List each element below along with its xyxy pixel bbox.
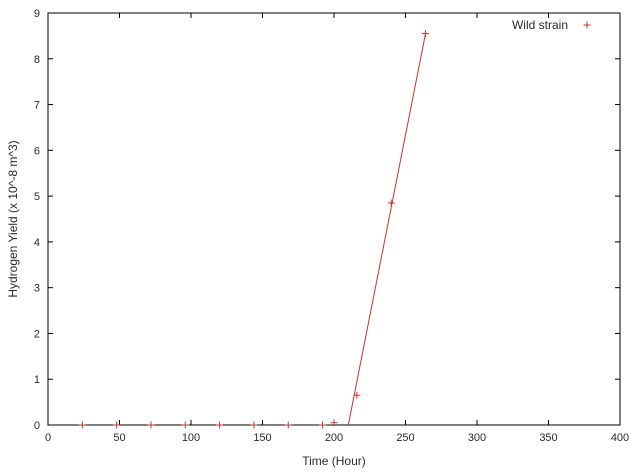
- x-tick-label: 100: [182, 432, 200, 444]
- y-tick-label: 5: [34, 191, 40, 203]
- y-tick-label: 1: [34, 374, 40, 386]
- x-tick-label: 300: [468, 432, 486, 444]
- legend: Wild strain: [512, 18, 591, 32]
- data-point: [113, 421, 121, 429]
- data-point: [353, 391, 361, 399]
- fit-line: [347, 33, 427, 426]
- x-tick-label: 0: [45, 432, 51, 444]
- x-tick-label: 400: [611, 432, 629, 444]
- y-tick-label: 4: [34, 237, 40, 249]
- data-point: [250, 421, 258, 429]
- x-tick-label: 150: [253, 432, 271, 444]
- data-point: [181, 421, 189, 429]
- data-point: [422, 30, 430, 38]
- fit-line-layer: [347, 33, 427, 426]
- x-tick-label: 200: [325, 432, 343, 444]
- data-point: [78, 421, 86, 429]
- tick-labels: 0 50 100 150 200 250 300 350 400 0 1 2 3 4 5 6 7 8 9: [34, 8, 629, 444]
- plot-frame: [47, 12, 621, 426]
- data-point: [319, 421, 327, 429]
- data-point: [387, 199, 395, 207]
- y-tick-label: 6: [34, 145, 40, 157]
- x-axis-label: Time (Hour): [302, 454, 366, 468]
- legend-marker-icon: [583, 21, 591, 29]
- x-tick-label: 350: [539, 432, 557, 444]
- y-tick-label: 8: [34, 54, 40, 66]
- y-axis-label: Hydrogen Yield (x 10^-8 m^3): [6, 140, 20, 297]
- y-tick-label: 2: [34, 328, 40, 340]
- x-tick-label: 50: [113, 432, 125, 444]
- x-tick-label: 250: [396, 432, 414, 444]
- y-tick-label: 7: [34, 100, 40, 112]
- legend-plus-marker: [583, 21, 591, 29]
- y-tick-label: 9: [34, 8, 40, 20]
- data-point: [330, 419, 338, 427]
- data-points-layer: [78, 30, 430, 429]
- y-tick-label: 3: [34, 283, 40, 295]
- y-tick-label: 0: [34, 420, 40, 432]
- data-point: [284, 421, 292, 429]
- legend-label: Wild strain: [512, 18, 568, 32]
- axis-ticks: [47, 12, 621, 426]
- data-point: [147, 421, 155, 429]
- data-point: [216, 421, 224, 429]
